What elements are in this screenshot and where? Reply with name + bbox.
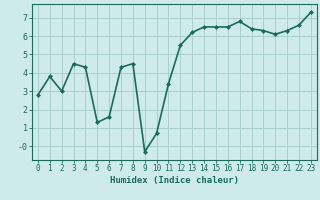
- X-axis label: Humidex (Indice chaleur): Humidex (Indice chaleur): [110, 176, 239, 185]
